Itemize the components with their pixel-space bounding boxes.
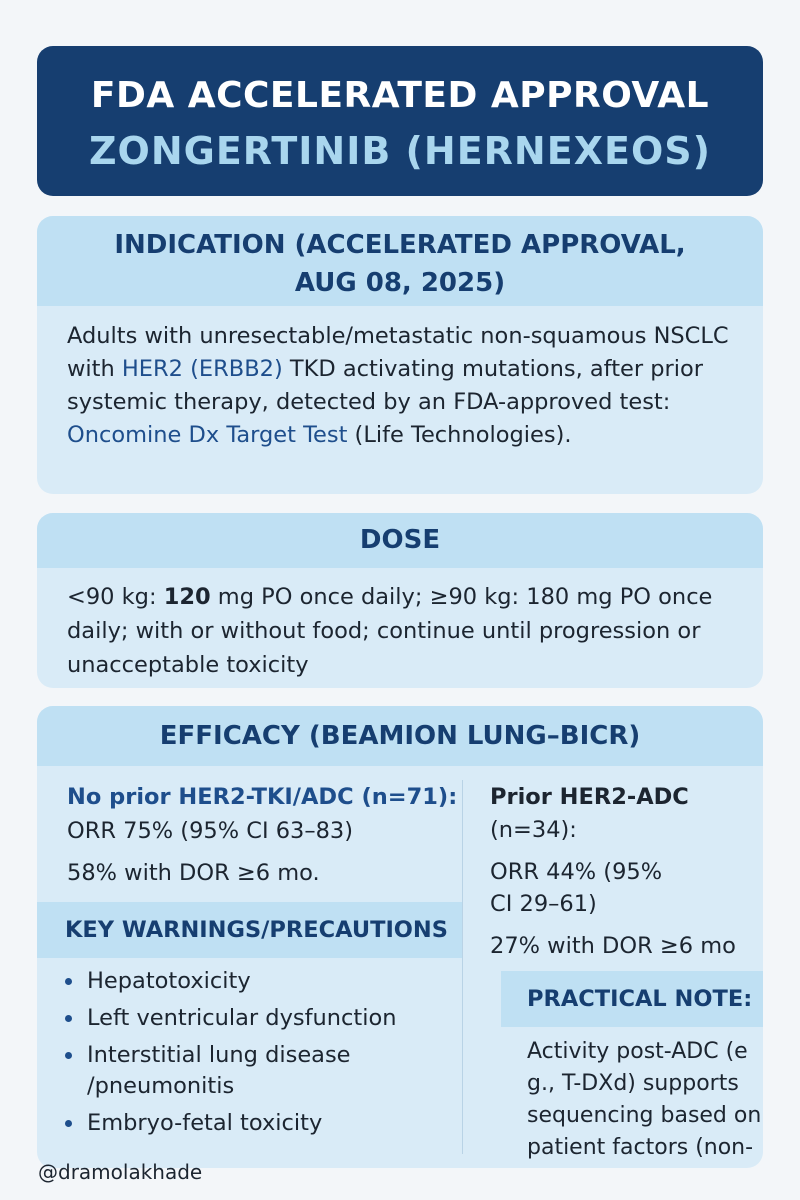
efficacy-prior-adc-ci: CI 29–61) xyxy=(490,891,597,917)
efficacy-no-prior-heading: No prior HER2-TKI/ADC (n=71): xyxy=(67,784,458,810)
practical-note-text: Activity post-ADC (e g., T-DXd) supports… xyxy=(527,1039,762,1168)
column-divider xyxy=(462,780,463,1154)
warning-item: Interstitial lung disease /pneumonitis xyxy=(63,1040,443,1102)
indication-heading: INDICATION (ACCELERATED APPROVAL, AUG 08… xyxy=(37,216,763,306)
title-line-1: FDA ACCELERATED APPROVAL xyxy=(90,75,710,116)
dose-text-2: mg PO once daily; ≥90 kg: 180 mg PO once… xyxy=(67,584,713,678)
efficacy-no-prior-dor: 58% with DOR ≥6 mo. xyxy=(67,860,320,886)
dose-text-1: <90 kg: xyxy=(67,584,164,610)
warning-item: Left ventricular dysfunction xyxy=(63,1003,443,1034)
practical-note-heading: PRACTICAL NOTE: xyxy=(501,971,763,1027)
indication-heading-line-2: AUG 08, 2025) xyxy=(294,268,506,298)
efficacy-no-prior: No prior HER2-TKI/ADC (n=71): ORR 75% (9… xyxy=(67,774,462,890)
author-handle: @dramolakhade xyxy=(38,1160,203,1184)
efficacy-prior-adc-heading: Prior HER2-ADC xyxy=(490,784,689,810)
bullet-icon xyxy=(65,1120,72,1127)
efficacy-heading: EFFICACY (BEAMION LUNG–BICR) xyxy=(37,706,763,766)
indication-test-name: Oncomine Dx Target Test xyxy=(67,422,348,448)
indication-text-3: (Life Technologies). xyxy=(347,422,572,448)
efficacy-prior-adc: Prior HER2-ADC (n=34): ORR 44% (95% CI 2… xyxy=(490,780,750,962)
efficacy-no-prior-orr: ORR 75% (95% CI 63–83) xyxy=(67,818,354,844)
bullet-icon xyxy=(65,1015,72,1022)
warning-item: Embryo-fetal toxicity xyxy=(63,1108,443,1139)
bullet-icon xyxy=(65,1052,72,1059)
dose-text: <90 kg: 120 mg PO once daily; ≥90 kg: 18… xyxy=(37,568,763,682)
warnings-heading: KEY WARNINGS/PRECAUTIONS xyxy=(37,902,462,958)
bullet-icon xyxy=(65,978,72,985)
dose-card: DOSE <90 kg: 120 mg PO once daily; ≥90 k… xyxy=(37,513,763,688)
indication-text: Adults with unresectable/metastatic non-… xyxy=(37,306,763,452)
efficacy-prior-adc-n: (n=34): xyxy=(490,817,577,843)
indication-text-2: TKD activating mutations, after prior sy… xyxy=(67,356,704,415)
indication-text-1: Adults with unresectable/metastatic non-… xyxy=(67,323,729,382)
dose-heading: DOSE xyxy=(37,513,763,568)
indication-heading-line-1: INDICATION (ACCELERATED APPROVAL, xyxy=(114,230,686,260)
warnings-list: Hepatotoxicity Left ventricular dysfunct… xyxy=(63,966,443,1145)
efficacy-prior-adc-orr: ORR 44% (95% xyxy=(490,859,663,885)
indication-gene: HER2 (ERBB2) xyxy=(121,356,283,382)
efficacy-prior-adc-dor: 27% with DOR ≥6 mo xyxy=(490,933,736,959)
indication-card: INDICATION (ACCELERATED APPROVAL, AUG 08… xyxy=(37,216,763,494)
efficacy-card: EFFICACY (BEAMION LUNG–BICR) No prior HE… xyxy=(37,706,763,1168)
dose-value-120: 120 xyxy=(163,584,211,610)
title-line-2: ZONGERTINIB (HERNEXEOS) xyxy=(88,129,711,173)
title-banner: FDA ACCELERATED APPROVAL ZONGERTINIB (HE… xyxy=(37,46,763,196)
warning-item: Hepatotoxicity xyxy=(63,966,443,997)
efficacy-body: No prior HER2-TKI/ADC (n=71): ORR 75% (9… xyxy=(37,766,763,1168)
